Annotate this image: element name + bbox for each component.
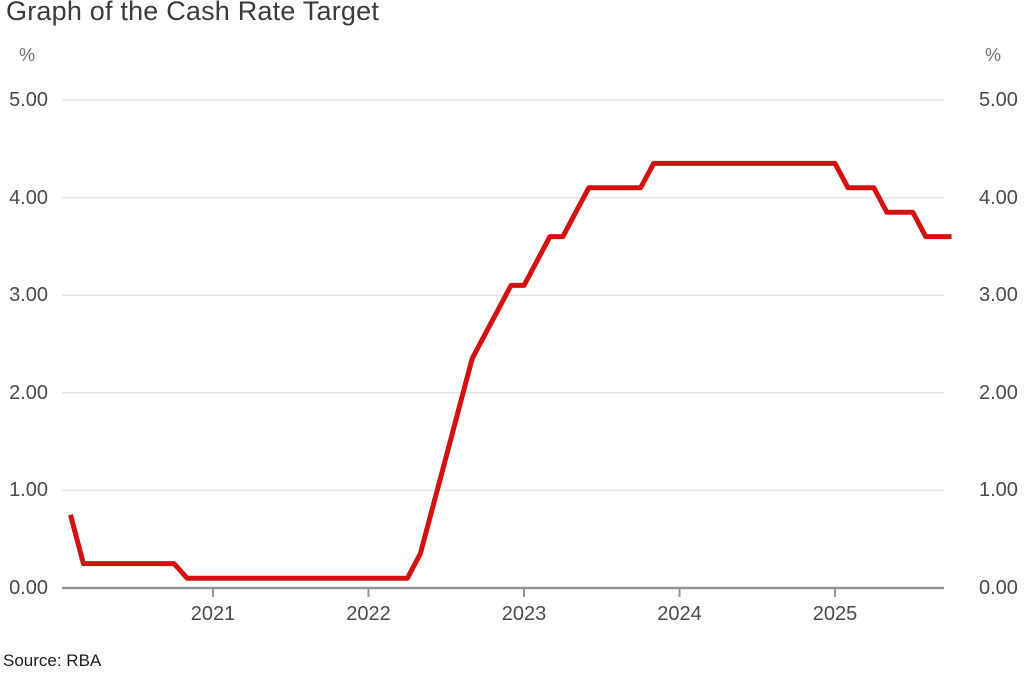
y-tick-label-right: 3.00 bbox=[979, 284, 1018, 307]
x-tick-label: 2022 bbox=[346, 603, 391, 625]
x-tick-label: 2023 bbox=[501, 603, 547, 625]
y-tick-label-left: 2.00 bbox=[9, 381, 48, 404]
y-tick-label-left: 5.00 bbox=[9, 89, 48, 111]
cash-rate-series-line bbox=[68, 160, 952, 581]
y-tick-label-right: 1.00 bbox=[979, 479, 1018, 502]
y-axis-unit-label-right: % bbox=[984, 45, 1001, 65]
source-note: Source: RBA bbox=[3, 651, 102, 670]
y-tick-label-right: 5.00 bbox=[979, 89, 1018, 111]
y-tick-label-right: 2.00 bbox=[979, 381, 1018, 404]
y-tick-label-right: 4.00 bbox=[979, 186, 1018, 209]
y-tick-label-left: 1.00 bbox=[9, 479, 48, 502]
y-tick-label-left: 0.00 bbox=[9, 577, 48, 599]
y-axis-unit-label-left: % bbox=[18, 45, 35, 65]
y-tick-label-left: 3.00 bbox=[9, 284, 48, 307]
y-tick-label-right: 0.00 bbox=[979, 577, 1018, 599]
x-tick-label: 2025 bbox=[812, 603, 858, 625]
x-tick-label: 2024 bbox=[657, 603, 702, 625]
chart-title: Graph of the Cash Rate Target bbox=[6, 0, 380, 26]
x-tick-label: 2021 bbox=[190, 603, 236, 625]
y-tick-label-left: 4.00 bbox=[9, 186, 48, 209]
